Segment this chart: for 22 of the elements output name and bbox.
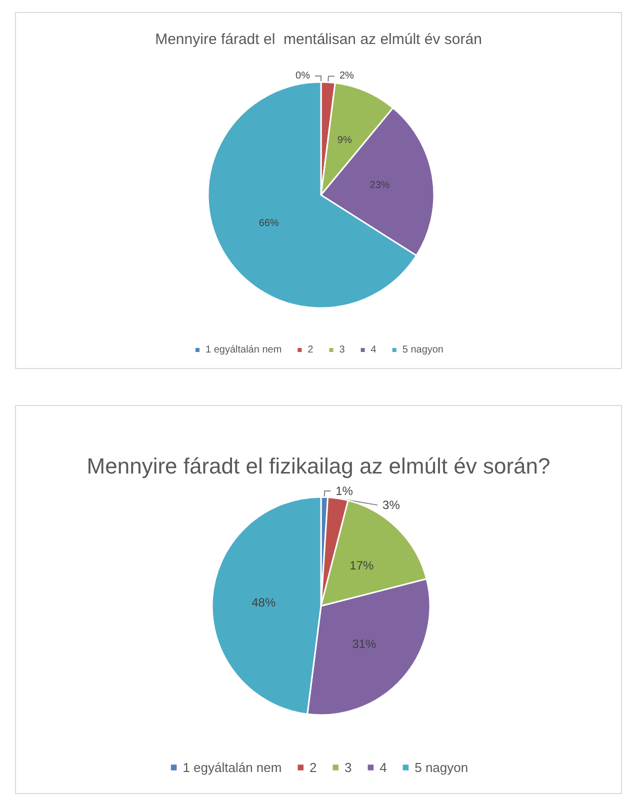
text: 0% xyxy=(296,70,310,82)
data-label: 23% xyxy=(370,180,390,192)
legend-label: 5 nagyon xyxy=(414,760,468,775)
data-label: 66% xyxy=(258,218,279,230)
data-label: 9% xyxy=(337,134,352,146)
data-label: 2% xyxy=(339,70,354,82)
data-label: 1% xyxy=(336,484,354,498)
data-label: 48% xyxy=(252,595,276,610)
chart-title: Mennyire fáradt el fizikailag az elmúlt év során? xyxy=(86,454,550,478)
legend-label: 2 xyxy=(308,344,314,356)
legend-label: 4 xyxy=(380,760,387,775)
legend-label: 3 xyxy=(344,760,352,775)
legend-label: 1 egyáltalán nem xyxy=(206,344,282,356)
data-label: 3% xyxy=(382,498,400,512)
legend-label: 3 xyxy=(339,344,346,356)
legend-label: 5 nagyon xyxy=(402,344,444,356)
legend-label: 2 xyxy=(310,760,317,775)
chart-title: Mennyire fáradt el mentálisan az elmúlt év során xyxy=(155,31,482,48)
legend-label: 1 egyáltalán nem xyxy=(182,760,282,775)
data-label: 17% xyxy=(350,558,374,572)
data-label: 31% xyxy=(352,637,376,652)
legend-label: 4 xyxy=(370,344,377,356)
